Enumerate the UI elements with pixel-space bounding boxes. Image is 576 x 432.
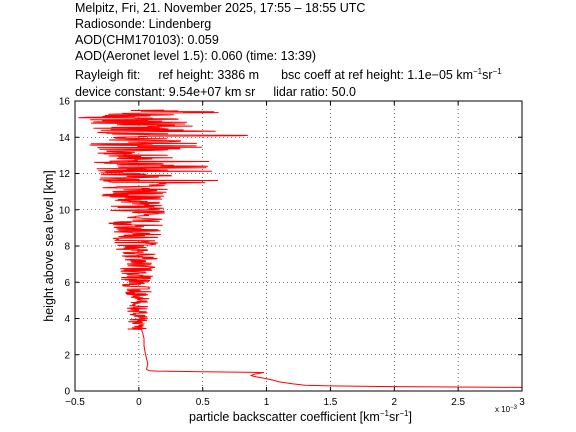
title-line-device-constant: device constant: 9.54e+07 km sr lidar rat…	[75, 85, 356, 99]
x-tick-label: 1.5	[323, 397, 337, 408]
y-tick-label: 16	[59, 97, 71, 108]
y-tick-label: 8	[64, 242, 70, 253]
x-tick-label: 2	[392, 397, 398, 408]
title-line-site-date: Melpitz, Fri, 21. November 2025, 17:55 –…	[75, 1, 366, 15]
y-tick-label: 0	[64, 387, 70, 398]
x-axis-exponent: x 10−3	[495, 405, 518, 414]
x-tick-label: −0.5	[65, 397, 85, 408]
profile-series	[78, 109, 523, 388]
y-tick-label: 2	[64, 350, 70, 361]
bsc-coeff-text: bsc coeff at ref height: 1.1e−05 km−1sr−…	[281, 67, 502, 82]
backscatter-profile-line	[78, 109, 523, 388]
x-tick-label: 0	[136, 397, 142, 408]
lidar-ratio-text: lidar ratio: 50.0	[273, 85, 356, 99]
x-tick-label: 2.5	[451, 397, 465, 408]
x-axis-label: particle backscatter coefficient [km−1sr…	[189, 409, 412, 424]
title-line-rayleigh-fit: Rayleigh fit: ref height: 3386 m bsc coeff…	[75, 67, 502, 82]
title-line-aod-chm: AOD(CHM170103): 0.059	[75, 33, 219, 47]
y-tick-label: 12	[59, 169, 71, 180]
y-tick-label: 6	[64, 278, 70, 289]
y-tick-label: 14	[59, 133, 71, 144]
x-tick-label: 1	[264, 397, 270, 408]
x-tick-label: 3	[519, 397, 525, 408]
device-constant-text: device constant: 9.54e+07 km sr	[75, 85, 256, 99]
ref-height-text: ref height: 3386 m	[158, 68, 260, 82]
y-axis-label: height above sea level [km]	[42, 170, 56, 321]
rayleigh-fit-label: Rayleigh fit:	[75, 68, 141, 82]
y-tick-label: 10	[59, 205, 71, 216]
x-tick-label: 0.5	[196, 397, 210, 408]
y-tick-label: 4	[64, 314, 70, 325]
title-line-aod-aeronet: AOD(Aeronet level 1.5): 0.060 (time: 13:…	[75, 49, 317, 63]
title-line-radiosonde: Radiosonde: Lindenberg	[75, 17, 212, 31]
